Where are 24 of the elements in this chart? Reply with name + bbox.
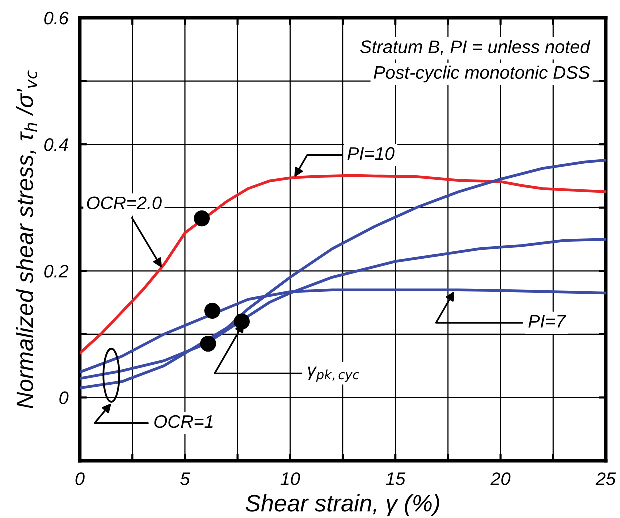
point: [200, 336, 216, 352]
y-tick-label: 0.4: [44, 138, 68, 152]
x-tick-label: 10: [280, 472, 300, 486]
annotation: OCR=2.0: [87, 196, 162, 210]
point: [204, 303, 221, 319]
x-tick-label: 25: [596, 472, 616, 486]
annotation: PI=7: [528, 315, 566, 328]
line-series: [80, 174, 606, 355]
y-tick-label: 0.6: [44, 12, 69, 25]
annotation: OCR=1: [154, 415, 213, 428]
x-tick-label: 20: [490, 472, 511, 486]
x-axis-title: Shear strain, γ (%): [246, 494, 440, 516]
y-axis-title: Normalized shear stress, τ$_{h}$ /σ'$_{vc}$: [16, 70, 38, 409]
y-tick-label: 0.2: [44, 265, 69, 278]
point: [194, 210, 210, 227]
line-series: [80, 159, 606, 390]
annotation: PI=10: [348, 147, 395, 160]
x-tick-label: 5: [180, 472, 190, 486]
x-tick-label: 0: [76, 472, 85, 486]
annotation: Post-cyclic monotonic DSS: [374, 66, 590, 83]
x-tick-label: 15: [386, 472, 406, 486]
y-tick-label: 0: [60, 392, 69, 404]
annotation: Stratum B, PI = unless noted: [360, 40, 591, 56]
annotation: γ$_{pk,cyc}$: [308, 366, 360, 382]
